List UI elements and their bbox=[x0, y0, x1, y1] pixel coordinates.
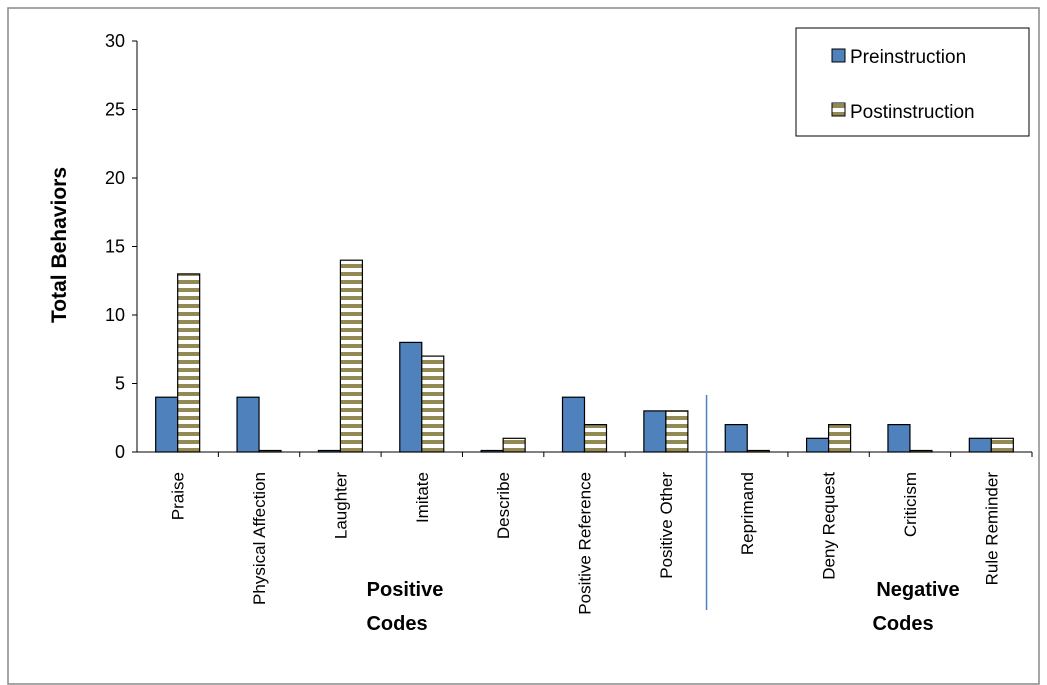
x-category-label: Deny Request bbox=[820, 472, 839, 580]
axes-layer: 0 5 10 15 20 25 30 Praise Physical Affection Laug… bbox=[105, 31, 1033, 615]
y-tick-label: 15 bbox=[105, 237, 125, 257]
x-category-label: Positive Other bbox=[657, 472, 676, 579]
legend: Preinstruction Postinstruction bbox=[795, 27, 1030, 137]
bar-postinstruction bbox=[827, 424, 852, 453]
legend-label-preinstruction: Preinstruction bbox=[850, 47, 966, 68]
y-tick-label: 5 bbox=[115, 374, 125, 394]
x-category-label: Imitate bbox=[413, 472, 432, 523]
x-category-label: Criticism bbox=[901, 472, 920, 537]
bar-preinstruction bbox=[399, 341, 423, 453]
bar-preinstruction bbox=[968, 437, 992, 453]
positive-codes-label-line2: Codes bbox=[366, 613, 427, 635]
x-category-label: Positive Reference bbox=[576, 472, 595, 615]
bar-preinstruction bbox=[561, 396, 586, 453]
bar-preinstruction bbox=[643, 410, 667, 453]
legend-label-postinstruction: Postinstruction bbox=[850, 102, 975, 123]
x-category-label: Physical Affection bbox=[250, 472, 269, 605]
y-tick-label: 10 bbox=[105, 305, 125, 325]
y-tick-label: 0 bbox=[115, 442, 125, 462]
bar-postinstruction bbox=[665, 410, 689, 453]
bar-preinstruction bbox=[724, 424, 748, 453]
y-axis-label: Total Behaviors bbox=[48, 167, 71, 323]
legend-swatch-postinstruction bbox=[831, 102, 846, 117]
x-category-label: Reprimand bbox=[738, 472, 757, 555]
bar-postinstruction bbox=[339, 259, 364, 453]
x-category-label: Laughter bbox=[331, 472, 350, 539]
x-category-label: Describe bbox=[494, 472, 513, 539]
bar-preinstruction bbox=[236, 396, 260, 453]
x-category-label: Rule Reminder bbox=[982, 472, 1001, 586]
y-tick-label: 25 bbox=[105, 100, 125, 120]
y-tick-label: 20 bbox=[105, 168, 125, 188]
legend-box bbox=[795, 27, 1030, 137]
positive-codes-label-line1: Positive bbox=[367, 579, 444, 601]
y-tick-label: 30 bbox=[105, 31, 125, 51]
negative-codes-label-line1: Negative bbox=[876, 579, 959, 601]
bar-postinstruction bbox=[177, 273, 201, 453]
legend-swatch-preinstruction bbox=[831, 48, 846, 63]
bar-postinstruction bbox=[990, 437, 1014, 453]
bars-layer bbox=[155, 259, 1014, 453]
bar-postinstruction bbox=[583, 424, 608, 453]
negative-codes-label-line2: Codes bbox=[872, 613, 933, 635]
bar-preinstruction bbox=[887, 424, 911, 453]
bar-preinstruction bbox=[805, 437, 830, 453]
bar-postinstruction bbox=[502, 437, 526, 453]
x-category-label: Praise bbox=[169, 472, 188, 520]
positive-codes-label: Positive Codes bbox=[366, 579, 443, 635]
bar-preinstruction bbox=[155, 396, 179, 453]
negative-codes-label: Negative Codes bbox=[872, 579, 959, 635]
bar-postinstruction bbox=[421, 355, 445, 453]
